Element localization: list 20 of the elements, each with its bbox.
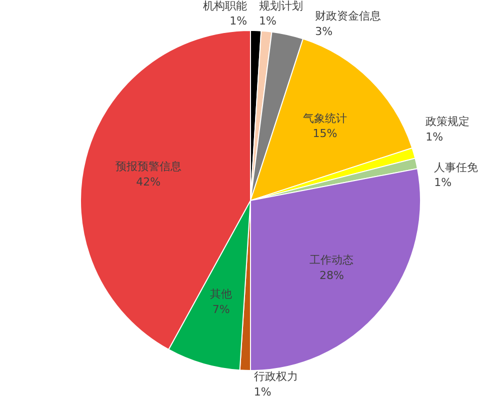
data-label: 28%	[319, 268, 344, 282]
slice-label: 财政资金信息	[315, 10, 382, 23]
slice-label: 机构职能	[203, 0, 248, 12]
slice-label: 行政权力	[254, 370, 298, 383]
data-label: 1%	[254, 385, 272, 398]
data-label: 1%	[434, 176, 452, 190]
data-label: 1%	[230, 14, 248, 28]
slice-label: 预报预警信息	[115, 160, 182, 174]
slice-label: 规划计划	[259, 0, 303, 12]
slice-label: 人事任免	[434, 160, 478, 174]
slice-label: 气象统计	[303, 112, 348, 125]
data-label: 1%	[259, 14, 276, 28]
data-label: 1%	[426, 130, 444, 144]
data-label: 3%	[315, 24, 333, 38]
data-label: 42%	[136, 175, 161, 188]
data-label: 15%	[312, 127, 338, 140]
data-label: 7%	[212, 302, 230, 316]
slice-label: 其他	[210, 288, 232, 301]
slice-label: 工作动态	[310, 254, 354, 267]
slice-label: 政策规定	[426, 114, 470, 128]
